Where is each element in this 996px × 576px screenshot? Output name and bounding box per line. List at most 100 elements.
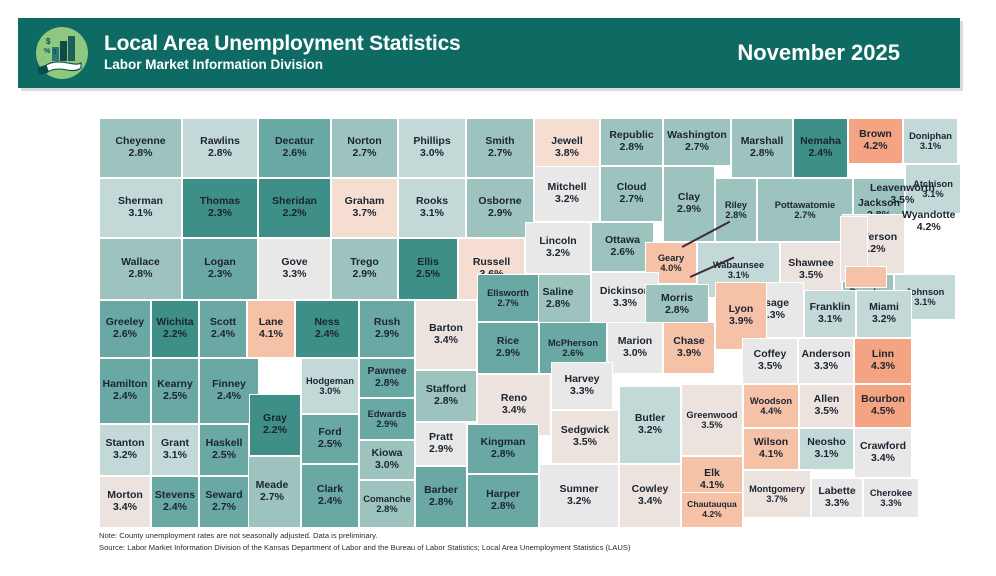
- county-cell[interactable]: Miami 3.2%: [856, 290, 912, 338]
- county-cell[interactable]: Meade 2.7%: [243, 456, 301, 528]
- county-cell[interactable]: Stevens 2.4%: [151, 476, 199, 528]
- county-cell[interactable]: Sherman 3.1%: [99, 178, 182, 238]
- county-cell[interactable]: Brown 4.2%: [848, 118, 903, 164]
- county-cell[interactable]: Montgomery 3.7%: [743, 470, 811, 518]
- county-rate: 3.0%: [375, 459, 399, 471]
- county-cell[interactable]: Sedgwick 3.5%: [551, 410, 619, 464]
- county-cell[interactable]: Lincoln 3.2%: [525, 222, 591, 274]
- county-rate: 3.2%: [638, 424, 662, 436]
- county-cell[interactable]: Logan 2.3%: [182, 238, 258, 300]
- county-cell[interactable]: Clark 2.4%: [301, 464, 359, 528]
- county-cell[interactable]: Graham 3.7%: [331, 178, 398, 238]
- county-rate: 2.8%: [128, 147, 153, 159]
- county-cell[interactable]: Comanche 2.8%: [359, 480, 415, 528]
- county-cell[interactable]: Ellis 2.5%: [398, 238, 458, 300]
- county-cell[interactable]: Greenwood 3.5%: [681, 384, 743, 456]
- county-cell[interactable]: Wichita 2.2%: [151, 300, 199, 358]
- county-cell[interactable]: Anderson 3.3%: [798, 338, 854, 384]
- county-cell[interactable]: Harvey 3.3%: [551, 362, 613, 410]
- county-cell[interactable]: Allen 3.5%: [799, 384, 854, 428]
- county-cell[interactable]: Rice 2.9%: [477, 322, 539, 374]
- county-rate: 3.2%: [567, 495, 591, 507]
- county-cell[interactable]: Ness 2.4%: [295, 300, 359, 358]
- county-cell[interactable]: Kearny 2.5%: [151, 358, 199, 424]
- county-cell[interactable]: Morton 3.4%: [99, 476, 151, 528]
- county-cell[interactable]: Smith 2.7%: [466, 118, 534, 178]
- county-cell[interactable]: Gray 2.2%: [249, 394, 301, 456]
- county-cell[interactable]: Ottawa 2.6%: [591, 222, 654, 272]
- county-callout-label[interactable]: Wyandotte 4.2%: [902, 209, 955, 234]
- county-cell[interactable]: Kingman 2.8%: [467, 424, 539, 474]
- county-cell[interactable]: Wilson 4.1%: [743, 428, 799, 470]
- county-cell[interactable]: [845, 266, 887, 288]
- county-cell[interactable]: Barber 2.8%: [415, 466, 467, 528]
- county-cell[interactable]: Pottawatomie 2.7%: [757, 178, 853, 242]
- county-rate: 3.0%: [623, 347, 647, 359]
- county-cell[interactable]: Harper 2.8%: [467, 474, 539, 528]
- county-cell[interactable]: Chautauqua 4.2%: [681, 492, 743, 528]
- county-rate: 4.0%: [660, 263, 682, 273]
- county-cell[interactable]: Mitchell 3.2%: [534, 166, 600, 222]
- county-cell[interactable]: Hodgeman 3.0%: [301, 358, 359, 414]
- county-cell[interactable]: Thomas 2.3%: [182, 178, 258, 238]
- county-cell[interactable]: Nemaha 2.4%: [793, 118, 848, 178]
- county-cell[interactable]: Trego 2.9%: [331, 238, 398, 300]
- county-cell[interactable]: Cheyenne 2.8%: [99, 118, 182, 178]
- county-cell[interactable]: Pawnee 2.8%: [359, 358, 415, 398]
- county-cell[interactable]: Edwards 2.9%: [359, 398, 415, 440]
- county-cell[interactable]: Franklin 3.1%: [804, 290, 856, 338]
- county-cell[interactable]: Labette 3.3%: [811, 478, 863, 518]
- county-cell[interactable]: Grant 3.1%: [151, 424, 199, 476]
- county-cell[interactable]: Cloud 2.7%: [600, 166, 663, 222]
- county-cell[interactable]: Gove 3.3%: [258, 238, 331, 300]
- county-cell[interactable]: Chase 3.9%: [663, 322, 715, 374]
- county-cell[interactable]: Stafford 2.8%: [415, 370, 477, 422]
- county-cell[interactable]: Cowley 3.4%: [619, 464, 681, 528]
- county-cell[interactable]: Cherokee 3.3%: [863, 478, 919, 518]
- county-cell[interactable]: Bourbon 4.5%: [854, 384, 912, 428]
- county-cell[interactable]: Decatur 2.6%: [258, 118, 331, 178]
- county-cell[interactable]: Marion 3.0%: [607, 322, 663, 374]
- county-cell[interactable]: Butler 3.2%: [619, 386, 681, 464]
- county-rate: 2.8%: [128, 268, 153, 280]
- county-cell[interactable]: Seward 2.7%: [199, 476, 249, 528]
- county-cell[interactable]: Norton 2.7%: [331, 118, 398, 178]
- county-cell[interactable]: Coffey 3.5%: [742, 338, 798, 384]
- county-cell[interactable]: Sumner 3.2%: [539, 464, 619, 528]
- county-callout-label[interactable]: Leavenworth 3.5%: [870, 182, 935, 207]
- county-cell[interactable]: Lane 4.1%: [247, 300, 295, 358]
- county-cell[interactable]: Sheridan 2.2%: [258, 178, 331, 238]
- county-cell[interactable]: Republic 2.8%: [600, 118, 663, 166]
- county-cell[interactable]: Linn 4.3%: [854, 338, 912, 384]
- county-cell[interactable]: Barton 3.4%: [415, 300, 477, 370]
- county-cell[interactable]: Ellsworth 2.7%: [477, 274, 539, 322]
- county-name: Atchison: [913, 178, 953, 189]
- county-cell[interactable]: Rooks 3.1%: [398, 178, 466, 238]
- county-cell[interactable]: Greeley 2.6%: [99, 300, 151, 358]
- county-cell[interactable]: Phillips 3.0%: [398, 118, 466, 178]
- county-cell[interactable]: Riley 2.8%: [715, 178, 757, 242]
- county-cell[interactable]: Stanton 3.2%: [99, 424, 151, 476]
- county-cell[interactable]: Clay 2.9%: [663, 166, 715, 242]
- county-cell[interactable]: Crawford 3.4%: [854, 428, 912, 478]
- county-cell[interactable]: Kiowa 3.0%: [359, 440, 415, 480]
- county-cell[interactable]: Neosho 3.1%: [799, 428, 854, 470]
- county-cell[interactable]: Marshall 2.8%: [731, 118, 793, 178]
- county-cell[interactable]: Woodson 4.4%: [743, 384, 799, 428]
- county-cell[interactable]: Haskell 2.5%: [199, 424, 249, 476]
- county-cell[interactable]: Ford 2.5%: [301, 414, 359, 464]
- county-cell[interactable]: Washington 2.7%: [663, 118, 731, 166]
- county-cell[interactable]: Wallace 2.8%: [99, 238, 182, 300]
- county-cell[interactable]: Doniphan 3.1%: [903, 118, 958, 164]
- county-cell[interactable]: Osborne 2.9%: [466, 178, 534, 238]
- county-cell[interactable]: Hamilton 2.4%: [99, 358, 151, 424]
- county-cell[interactable]: Morris 2.8%: [645, 284, 709, 326]
- county-rate: 2.4%: [113, 390, 137, 402]
- county-cell[interactable]: Scott 2.4%: [199, 300, 247, 358]
- county-cell[interactable]: Rawlins 2.8%: [182, 118, 258, 178]
- county-cell[interactable]: Rush 2.9%: [359, 300, 415, 358]
- county-cell[interactable]: Atchison 3.1%: [905, 164, 961, 214]
- county-cell[interactable]: Pratt 2.9%: [415, 422, 467, 466]
- county-name: Elk: [704, 467, 720, 480]
- county-rate: 2.4%: [217, 390, 241, 402]
